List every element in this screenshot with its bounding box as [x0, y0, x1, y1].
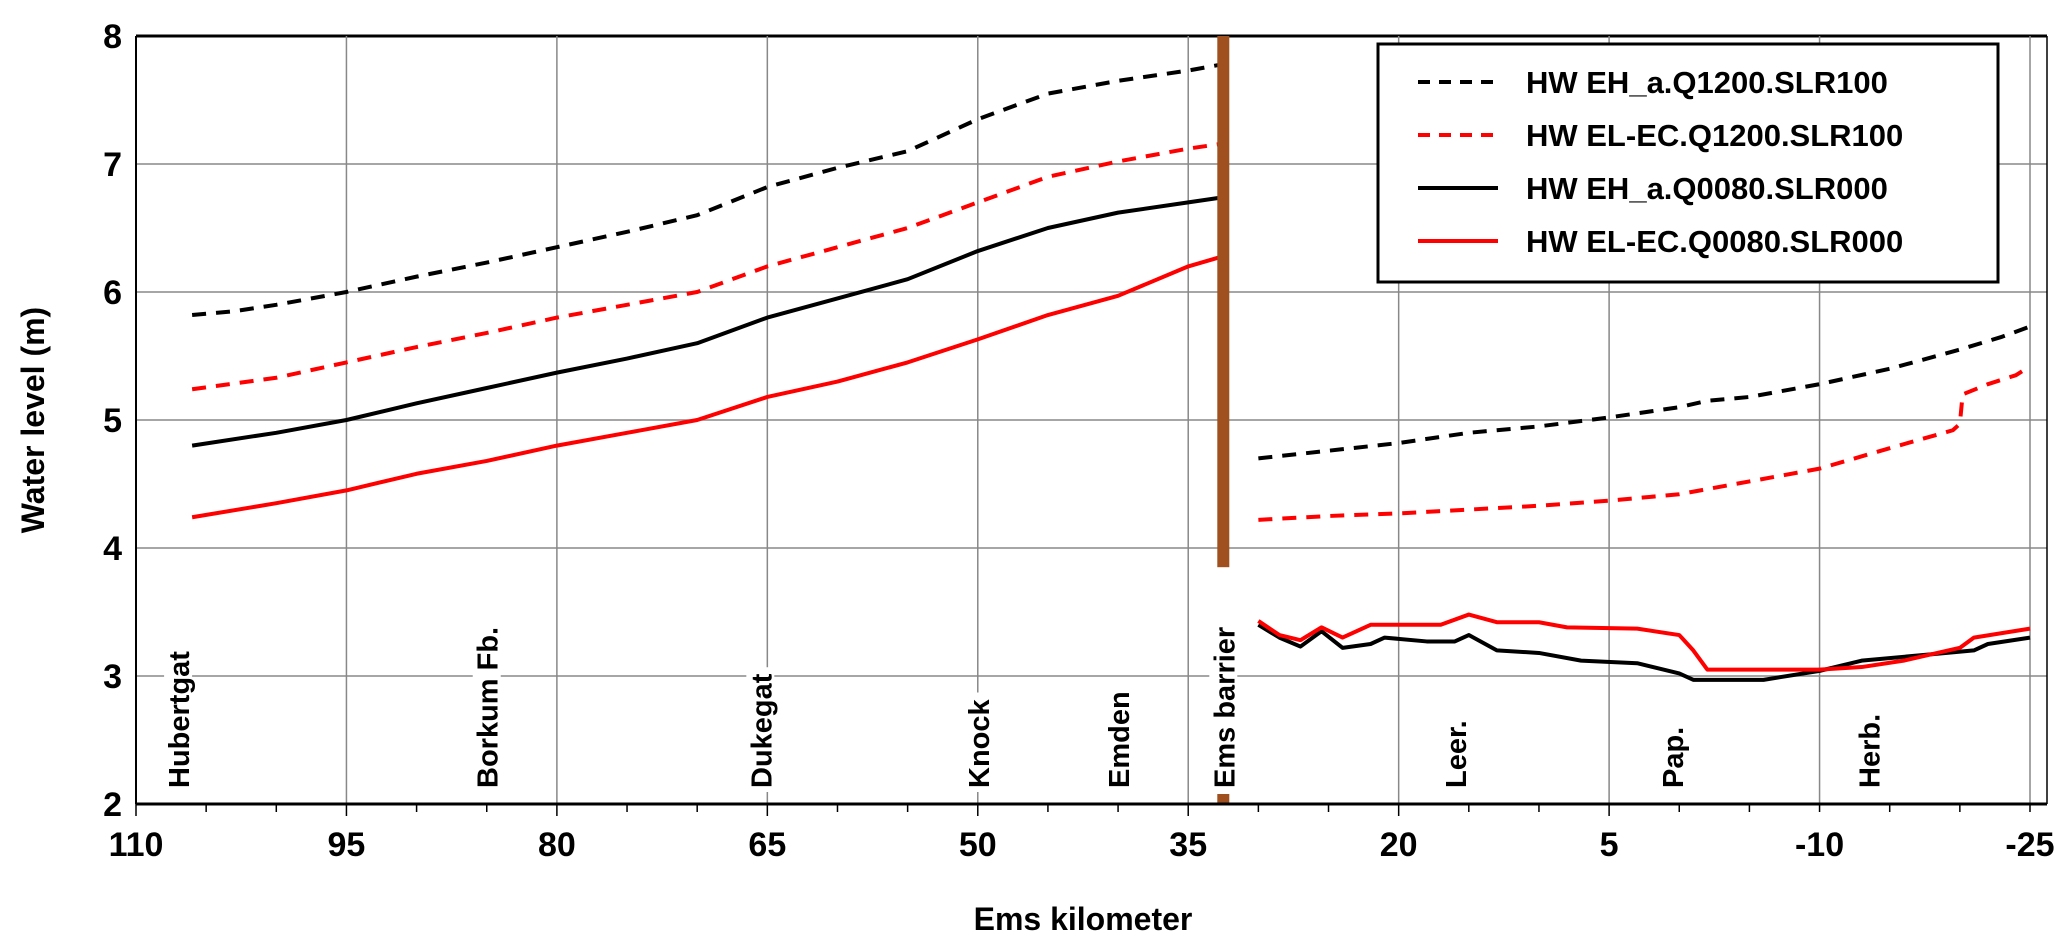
axes: 2 3 4 5 6 7 8 110 95 80 65 50 35 20 5 -10 -25 — [103, 18, 2054, 864]
y-axis-title: Water level (m) — [15, 307, 51, 533]
y-tick-label: 3 — [103, 658, 122, 696]
series-line-3 — [191, 195, 1224, 448]
legend-label: HW EH_a.Q0080.SLR000 — [1526, 171, 1888, 206]
location-label-bg — [1658, 720, 1687, 792]
legend: HW EH_a.Q1200.SLR100 HW EL-EC.Q1200.SLR10… — [1376, 42, 2000, 284]
series-line-2 — [1258, 364, 2032, 522]
x-axis-title: Ems kilometer — [974, 901, 1193, 937]
location-label-bg — [963, 692, 992, 792]
location-label: Hubertgat — [164, 651, 196, 788]
location-label: Emden — [1104, 691, 1136, 788]
y-tick-label: 6 — [103, 274, 122, 312]
series-line-2 — [191, 141, 1224, 392]
ems-barrier — [1217, 36, 1230, 804]
series-line-4 — [1257, 612, 2031, 672]
location-label-bg — [472, 620, 501, 792]
x-tick-label: -25 — [2005, 826, 2054, 864]
location-label: Pap. — [1658, 727, 1690, 788]
y-tick-label: 4 — [103, 530, 122, 568]
legend-label: HW EH_a.Q1200.SLR100 — [1526, 65, 1888, 100]
location-label: Borkum Fb. — [473, 627, 505, 788]
series-line-1 — [1258, 324, 2031, 461]
location-label-bg — [1209, 620, 1238, 792]
location-label-bg — [1854, 707, 1883, 792]
location-label-bg — [746, 667, 775, 792]
location-label: Knock — [964, 699, 996, 789]
grid — [135, 34, 2047, 805]
barrier-label: Ems barrier — [1209, 627, 1241, 788]
legend-label: HW EL-EC.Q1200.SLR100 — [1526, 118, 1903, 153]
x-tick-label: 50 — [959, 826, 997, 864]
barrier-bar-foot — [1217, 794, 1230, 804]
x-tick-label: 5 — [1600, 826, 1619, 864]
y-tick-label: 2 — [103, 786, 122, 824]
y-tick-label: 8 — [103, 18, 122, 56]
barrier-bar — [1217, 36, 1230, 568]
location-label-bg — [164, 644, 193, 792]
location-labels: Hubertgat Borkum Fb. Dukegat Knock Emden Leer… — [164, 620, 1887, 792]
x-tick-label: 80 — [538, 826, 576, 864]
location-label: Dukegat — [746, 673, 778, 788]
x-tick-label: 110 — [109, 826, 164, 864]
x-tick-label: 35 — [1169, 826, 1207, 864]
series-line-1 — [191, 62, 1224, 318]
legend-label: HW EL-EC.Q0080.SLR000 — [1526, 224, 1903, 259]
series-line-4 — [191, 254, 1224, 520]
location-label: Herb. — [1855, 714, 1887, 788]
x-tick-label: 65 — [748, 826, 786, 864]
y-tick-label: 5 — [103, 402, 122, 440]
x-tick-label: 20 — [1380, 826, 1418, 864]
location-label-bg — [1104, 685, 1133, 792]
series-lines — [191, 62, 2032, 682]
location-label: Leer. — [1441, 720, 1473, 788]
series-line-3 — [1257, 623, 2031, 682]
location-label-bg — [1440, 714, 1469, 792]
x-tick-label: -10 — [1795, 826, 1844, 864]
y-tick-label: 7 — [103, 146, 122, 184]
x-tick-label: 95 — [328, 826, 366, 864]
